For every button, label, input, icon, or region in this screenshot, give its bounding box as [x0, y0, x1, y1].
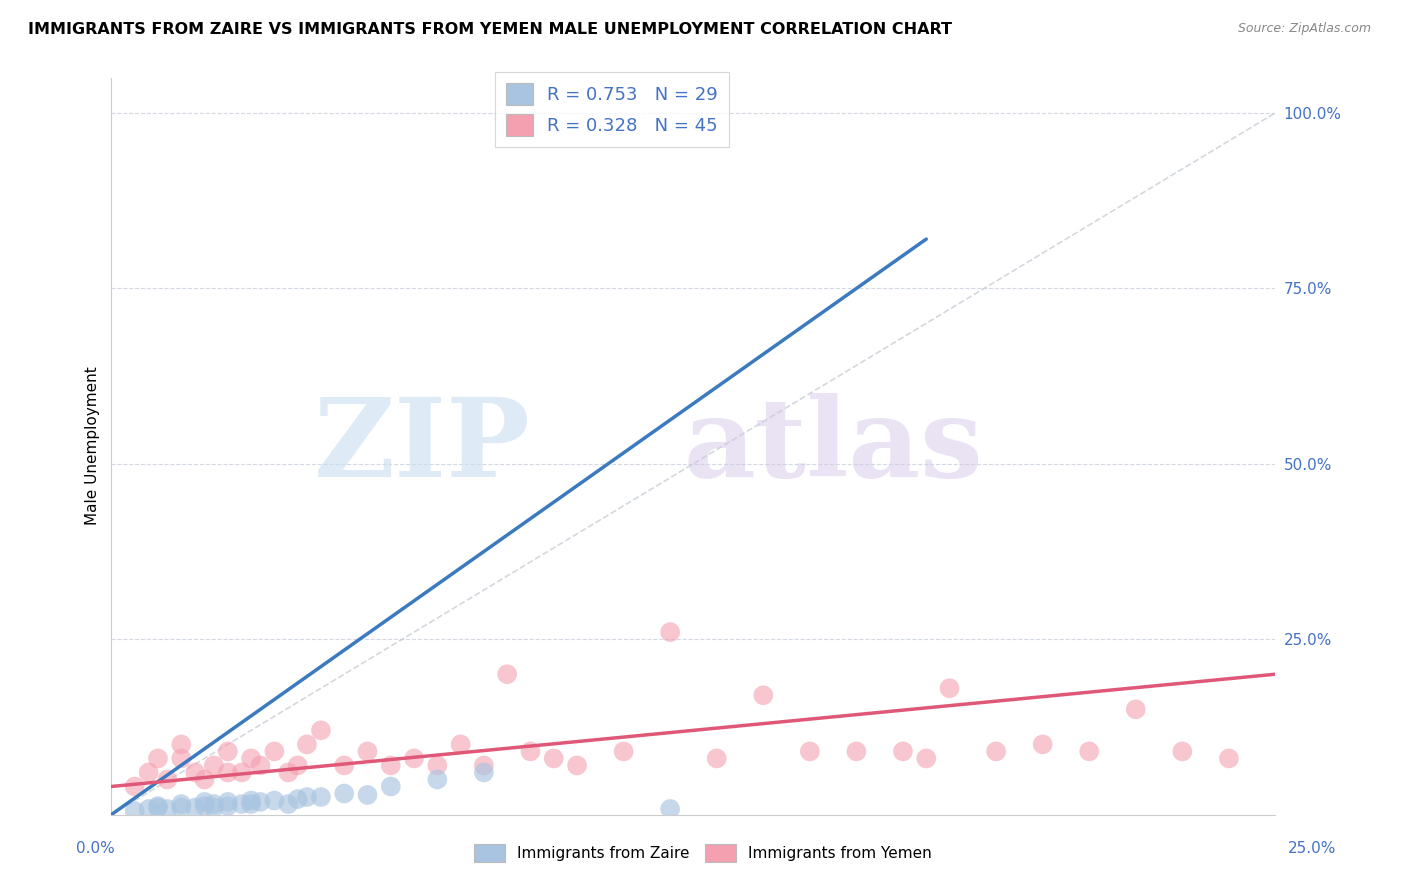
- Point: [287, 758, 309, 772]
- Point: [240, 793, 263, 807]
- Point: [426, 758, 449, 772]
- Text: Source: ZipAtlas.com: Source: ZipAtlas.com: [1237, 22, 1371, 36]
- Point: [472, 765, 495, 780]
- Point: [263, 744, 285, 758]
- Text: 25.0%: 25.0%: [1288, 841, 1336, 856]
- Point: [217, 744, 239, 758]
- Point: [193, 799, 215, 814]
- Point: [543, 751, 565, 765]
- Point: [333, 758, 356, 772]
- Point: [202, 797, 225, 811]
- Point: [263, 793, 285, 807]
- Point: [659, 625, 682, 640]
- Point: [309, 723, 332, 738]
- Point: [240, 751, 263, 765]
- Point: [240, 797, 263, 811]
- Point: [217, 765, 239, 780]
- Point: [193, 772, 215, 787]
- Point: [249, 795, 271, 809]
- Point: [309, 790, 332, 805]
- Point: [217, 799, 239, 814]
- Point: [277, 765, 299, 780]
- Point: [156, 802, 179, 816]
- Point: [565, 758, 588, 772]
- Text: ZIP: ZIP: [314, 392, 530, 500]
- Point: [295, 738, 318, 752]
- Point: [202, 758, 225, 772]
- Point: [146, 751, 169, 765]
- Point: [426, 772, 449, 787]
- Point: [146, 800, 169, 814]
- Point: [138, 802, 160, 816]
- Legend: R = 0.753   N = 29, R = 0.328   N = 45: R = 0.753 N = 29, R = 0.328 N = 45: [495, 72, 728, 146]
- Point: [231, 765, 253, 780]
- Point: [356, 788, 378, 802]
- Point: [287, 792, 309, 806]
- Point: [249, 758, 271, 772]
- Point: [1171, 744, 1194, 758]
- Point: [496, 667, 519, 681]
- Point: [170, 738, 193, 752]
- Point: [124, 804, 146, 818]
- Point: [613, 744, 636, 758]
- Point: [1125, 702, 1147, 716]
- Point: [450, 738, 472, 752]
- Point: [231, 797, 253, 811]
- Text: IMMIGRANTS FROM ZAIRE VS IMMIGRANTS FROM YEMEN MALE UNEMPLOYMENT CORRELATION CHA: IMMIGRANTS FROM ZAIRE VS IMMIGRANTS FROM…: [28, 22, 952, 37]
- Point: [138, 765, 160, 780]
- Point: [706, 751, 728, 765]
- Point: [146, 799, 169, 814]
- Point: [891, 744, 914, 758]
- Point: [170, 751, 193, 765]
- Point: [472, 758, 495, 772]
- Point: [170, 797, 193, 811]
- Point: [184, 765, 207, 780]
- Legend: Immigrants from Zaire, Immigrants from Yemen: Immigrants from Zaire, Immigrants from Y…: [468, 838, 938, 868]
- Point: [915, 751, 938, 765]
- Point: [519, 744, 541, 758]
- Point: [380, 758, 402, 772]
- Text: 0.0%: 0.0%: [76, 841, 115, 856]
- Point: [277, 797, 299, 811]
- Point: [124, 780, 146, 794]
- Point: [1078, 744, 1101, 758]
- Point: [752, 688, 775, 702]
- Point: [170, 800, 193, 814]
- Point: [1032, 738, 1054, 752]
- Point: [799, 744, 821, 758]
- Point: [984, 744, 1007, 758]
- Text: atlas: atlas: [683, 392, 983, 500]
- Point: [217, 795, 239, 809]
- Point: [659, 802, 682, 816]
- Point: [202, 800, 225, 814]
- Point: [156, 772, 179, 787]
- Point: [184, 800, 207, 814]
- Point: [1218, 751, 1240, 765]
- Point: [845, 744, 868, 758]
- Point: [333, 787, 356, 801]
- Point: [380, 780, 402, 794]
- Point: [402, 751, 425, 765]
- Point: [938, 681, 960, 696]
- Point: [193, 795, 215, 809]
- Point: [295, 790, 318, 805]
- Point: [356, 744, 378, 758]
- Y-axis label: Male Unemployment: Male Unemployment: [86, 367, 100, 525]
